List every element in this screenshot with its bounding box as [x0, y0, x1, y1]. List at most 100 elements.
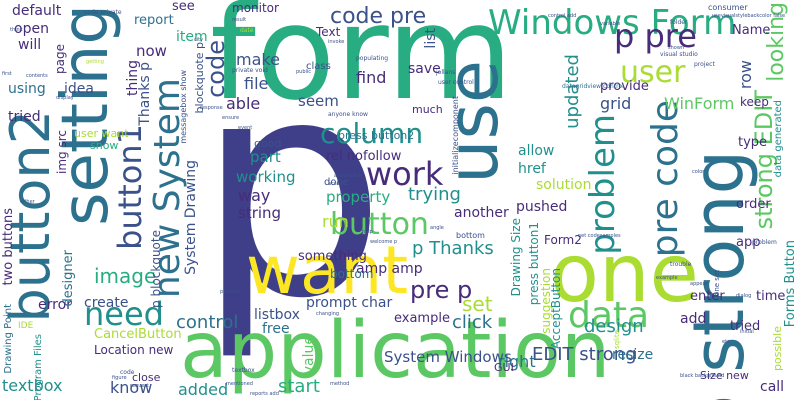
word-thanks-p: Thanks p	[137, 62, 153, 126]
word-updated: updated	[562, 54, 583, 129]
word-trying: trying	[408, 184, 461, 205]
word-small: trouble	[670, 261, 692, 268]
word-resize: resize	[612, 347, 654, 363]
word-listbox: listbox	[254, 307, 300, 323]
word-suggestion: suggestion	[539, 268, 553, 334]
word-small: ensure	[222, 115, 240, 121]
word-small: getting	[86, 59, 104, 65]
word-small: response	[200, 105, 223, 111]
word-provide: provide	[600, 79, 649, 94]
word-time: time	[756, 289, 786, 304]
word-show: show	[90, 139, 119, 152]
word-small: project	[694, 61, 715, 68]
word-string: string	[238, 204, 282, 222]
word-prompt-char: prompt char	[306, 295, 393, 311]
word-form2: Form2	[544, 233, 582, 247]
word-one: one	[550, 227, 699, 320]
word-textbox: textbox	[2, 376, 63, 395]
word-small: net codesamples	[578, 233, 621, 239]
word-work: work	[366, 155, 444, 193]
word-drawing-point: Drawing Point	[3, 304, 14, 374]
word-small: messagebox show	[179, 70, 188, 144]
word-start: start	[278, 376, 320, 397]
word-small: invoke	[328, 39, 345, 45]
word-gui: GUI	[494, 361, 514, 374]
word-way: way	[238, 186, 271, 205]
word-pre-code: pre code	[645, 100, 686, 258]
word-small: appear	[690, 281, 708, 287]
word-amp-amp: amp amp	[356, 261, 423, 277]
word-row: row	[736, 60, 755, 90]
word-able: able	[226, 94, 261, 113]
word-button1: button1	[111, 124, 149, 250]
word-type: type	[738, 135, 768, 150]
word-set: set	[462, 292, 493, 316]
word-much: much	[412, 103, 443, 116]
word-blockquote-p: blockquote p	[193, 42, 206, 114]
word-small: figure	[112, 375, 127, 381]
word-value: value	[301, 336, 317, 375]
word-small: date	[240, 27, 254, 34]
word-list: list	[423, 28, 439, 49]
word-data: data	[568, 295, 650, 336]
word-column: column	[320, 117, 424, 150]
word-small: access	[328, 181, 345, 187]
word-img-src: img src	[55, 130, 69, 174]
word-tried: tried	[8, 109, 41, 125]
word-user-want: user want	[74, 127, 129, 140]
word-windows-form: Windows Form	[488, 3, 737, 43]
word-small: color	[692, 169, 705, 175]
word-file: file	[244, 74, 269, 93]
word-right: right	[498, 352, 536, 371]
word-pre-p: pre p	[410, 276, 473, 304]
word-run: run	[322, 212, 349, 231]
word-setting: setting	[49, 4, 123, 226]
word-edit-strong: EDIT strong	[532, 344, 637, 365]
word-grid: grid	[600, 94, 632, 113]
word-ide: IDE	[18, 321, 34, 331]
word-drawing-size: Drawing Size	[509, 218, 523, 297]
word-need: need	[84, 295, 164, 333]
word-small: dialog	[736, 293, 752, 299]
word-allow: allow	[518, 143, 555, 159]
word-tried-2: tried	[730, 319, 761, 334]
word-image: image	[94, 264, 157, 288]
word-p-blockquote: p blockquote	[149, 230, 163, 308]
word-small: control add	[548, 13, 577, 19]
word-want: want	[246, 232, 409, 309]
word-small: think	[10, 27, 23, 33]
word-p-pre: p pre	[614, 17, 697, 55]
word-size-new: Size new	[700, 369, 749, 382]
word-small: problem	[752, 239, 777, 246]
word-see: see	[172, 0, 195, 14]
word-now: now	[136, 42, 167, 60]
word-small: request	[130, 383, 150, 389]
word-href: href	[518, 161, 546, 177]
word-enter: enter	[690, 289, 725, 304]
word-property: property	[326, 188, 391, 206]
word-name: Name	[732, 23, 771, 38]
word-something: something	[298, 249, 367, 264]
word-small: populating	[356, 55, 389, 62]
word-small: consumer	[708, 3, 748, 12]
word-small: display	[56, 95, 74, 101]
word-done: done	[324, 177, 349, 188]
word-click: click	[452, 312, 493, 333]
word-possible: possible	[771, 326, 784, 372]
word-idea: idea	[64, 81, 94, 97]
word-system-drawing: System Drawing	[183, 160, 199, 275]
word-two-buttons: two buttons	[1, 208, 16, 286]
word-location-new: Location new	[94, 343, 174, 357]
word-solution: solution	[536, 177, 592, 193]
word-bottom: bottom	[330, 267, 374, 281]
word-small: result	[232, 17, 247, 23]
word-cancelbutton: CancelButton	[94, 327, 182, 342]
word-another: another	[454, 205, 509, 221]
word-small: example	[656, 275, 678, 281]
word-small: welcome p	[370, 239, 398, 245]
word-small: folder	[670, 19, 688, 26]
word-small: private void	[232, 67, 268, 74]
word-code-pre: code pre	[330, 4, 427, 29]
word-small: either	[20, 199, 35, 205]
